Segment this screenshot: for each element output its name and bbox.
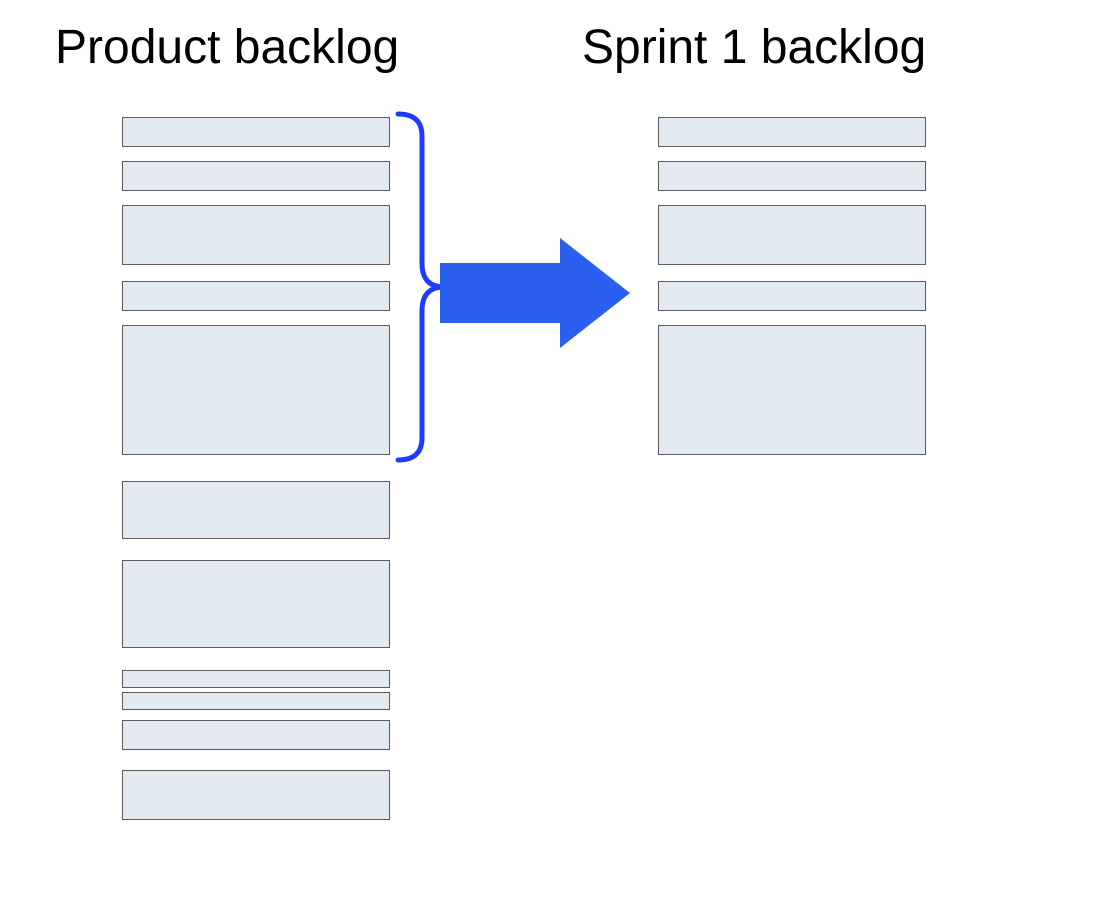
backlog-item (122, 670, 390, 688)
arrow-right-icon (440, 238, 630, 348)
backlog-item (122, 720, 390, 750)
diagram-canvas: Product backlog Sprint 1 backlog (0, 0, 1094, 904)
backlog-item (122, 692, 390, 710)
backlog-item (122, 770, 390, 820)
sprint-item (658, 117, 926, 147)
product-backlog-heading: Product backlog (55, 20, 399, 75)
sprint-item (658, 281, 926, 311)
backlog-item (122, 117, 390, 147)
sprint-item (658, 325, 926, 455)
backlog-item (122, 161, 390, 191)
sprint-item (658, 205, 926, 265)
backlog-item (122, 205, 390, 265)
sprint-backlog-heading: Sprint 1 backlog (582, 20, 926, 75)
backlog-item (122, 560, 390, 648)
backlog-item (122, 481, 390, 539)
backlog-item (122, 325, 390, 455)
sprint-item (658, 161, 926, 191)
backlog-item (122, 281, 390, 311)
